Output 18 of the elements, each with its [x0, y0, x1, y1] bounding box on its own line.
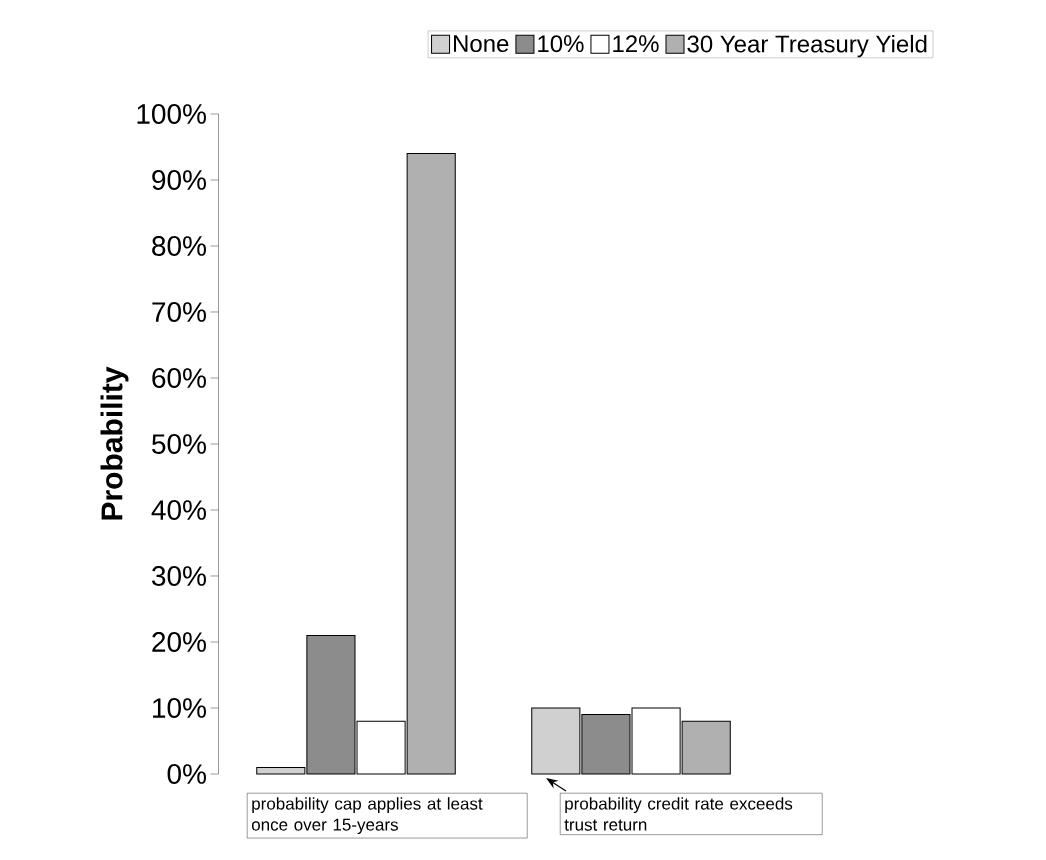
legend-label: 12% — [613, 35, 659, 53]
y-tick-label: 90% — [152, 170, 206, 190]
y-tick-label: 70% — [152, 302, 206, 322]
x-tick-label: probability credit rate exceeds trust return — [564, 797, 793, 831]
legend-label: 10% — [538, 35, 584, 53]
y-axis-title: Probability — [100, 366, 129, 520]
y-tick-label: 80% — [152, 236, 206, 256]
y-tick-label: 100% — [137, 104, 206, 124]
y-tick-label: 40% — [151, 500, 206, 520]
legend-label: 30 Year Treasury Yield — [687, 34, 927, 58]
y-tick-label: 30% — [151, 566, 206, 586]
y-tick-label: 20% — [152, 632, 206, 652]
x-tick-label: probability cap applies at least once over 15-years — [251, 797, 483, 835]
y-tick-label: 0% — [167, 764, 206, 784]
y-tick-label: 10% — [153, 698, 206, 718]
y-tick-label: 60% — [152, 368, 206, 388]
y-tick-label: 50% — [152, 434, 206, 454]
legend-label: None — [454, 35, 509, 53]
